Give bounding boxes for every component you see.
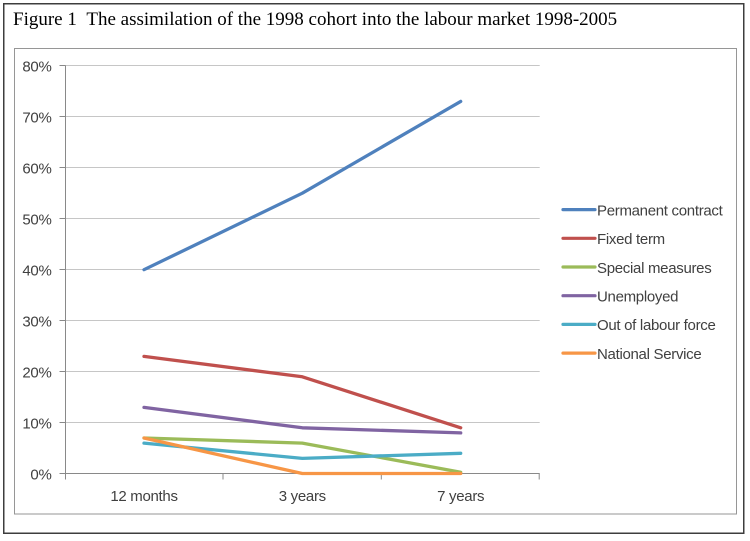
svg-text:Special measures: Special measures [597,260,711,277]
svg-text:20%: 20% [22,364,51,381]
svg-text:National Service: National Service [597,346,701,363]
svg-text:Out of labour force: Out of labour force [597,317,716,334]
svg-text:Fixed term: Fixed term [597,231,665,248]
svg-text:40%: 40% [22,262,51,279]
svg-text:Unemployed: Unemployed [597,289,678,306]
svg-text:7 years: 7 years [437,488,484,505]
svg-text:70%: 70% [22,109,51,126]
svg-text:0%: 0% [30,466,51,483]
svg-text:30%: 30% [22,313,51,330]
svg-text:12 months: 12 months [110,488,177,505]
svg-text:50%: 50% [22,211,51,228]
svg-text:Permanent contract: Permanent contract [597,202,724,219]
svg-text:3 years: 3 years [279,488,326,505]
svg-text:Figure 1 The assimilation of: Figure 1 The assimilation of the 1998 co… [13,9,617,30]
svg-text:80%: 80% [22,58,51,75]
svg-text:10%: 10% [22,415,51,432]
svg-text:60%: 60% [22,160,51,177]
